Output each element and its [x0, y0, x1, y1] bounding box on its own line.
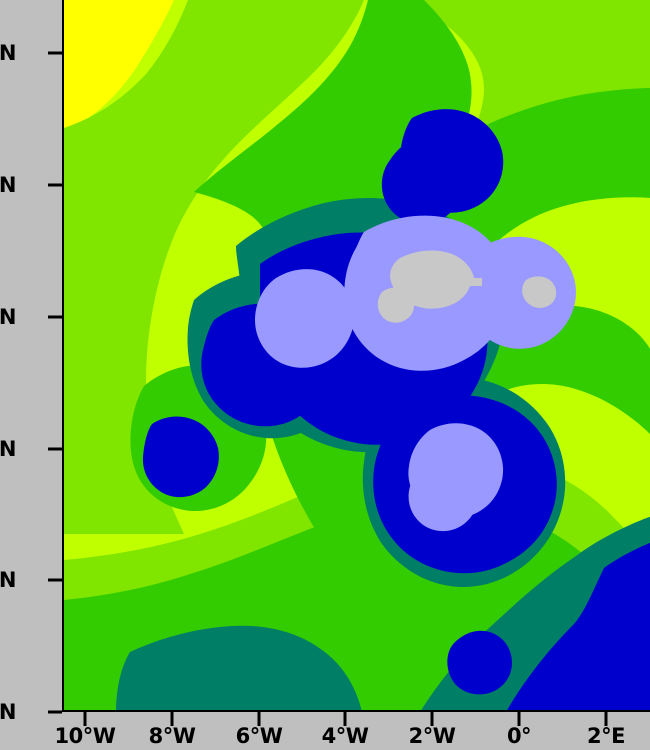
xtick-mark-2w — [430, 712, 434, 726]
xtick-label-6w: 6°W — [235, 724, 283, 748]
ytick-mark-54n — [48, 315, 62, 319]
xtick-mark-6w — [257, 712, 261, 726]
xtick-label-2e: 2°E — [587, 724, 625, 748]
ytick-label-50n: 50°N — [0, 568, 17, 592]
ytick-mark-56n — [48, 183, 62, 187]
ytick-mark-58n — [48, 51, 62, 55]
contour-plot-area — [62, 0, 650, 712]
ytick-label-56n: 56°N — [0, 173, 17, 197]
xtick-label-2w: 2°W — [408, 724, 456, 748]
xtick-label-8w: 8°W — [148, 724, 196, 748]
xtick-mark-8w — [170, 712, 174, 726]
ytick-label-58n: 58°N — [0, 41, 17, 65]
xtick-label-4w: 4°W — [321, 724, 369, 748]
contour-band-grey-peak — [377, 250, 557, 323]
ytick-label-48n: 48°N — [0, 700, 17, 724]
ytick-label-54n: 54°N — [0, 305, 17, 329]
ytick-label-52n: 52°N — [0, 437, 17, 461]
xtick-mark-4w — [343, 712, 347, 726]
contour-band-yellow — [64, 0, 174, 132]
xtick-mark-2e — [604, 712, 608, 726]
ytick-mark-50n — [48, 578, 62, 582]
ytick-mark-48n — [48, 710, 62, 714]
ytick-mark-52n — [48, 447, 62, 451]
contour-layers — [64, 0, 650, 710]
xtick-label-10w: 10°W — [54, 724, 116, 748]
xtick-mark-10w — [83, 712, 87, 726]
xtick-label-0: 0° — [506, 724, 532, 748]
xtick-mark-0 — [517, 712, 521, 726]
